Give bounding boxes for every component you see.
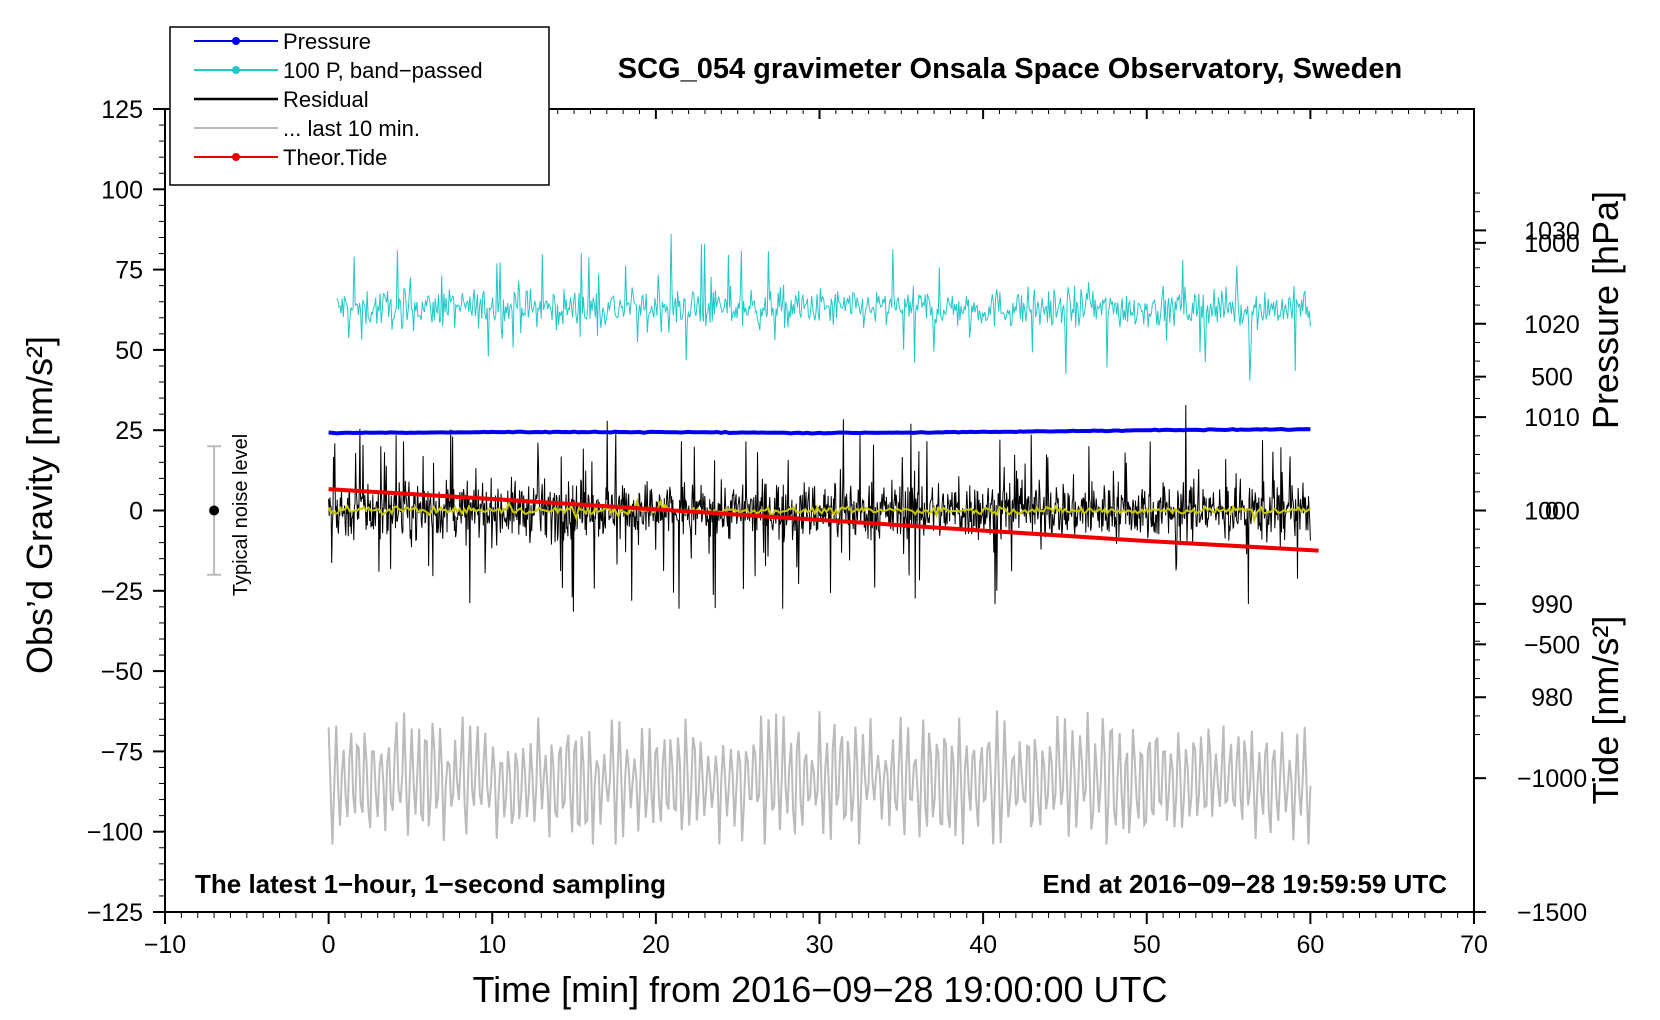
tide-tick-label: 1000 bbox=[1524, 230, 1580, 258]
x-tick-label: 20 bbox=[642, 931, 670, 959]
x-tick-label: 10 bbox=[478, 931, 506, 959]
legend-label: 100 P, band−passed bbox=[283, 58, 483, 83]
tide-tick-label: −1000 bbox=[1517, 765, 1587, 793]
x-tick-label: 50 bbox=[1133, 931, 1161, 959]
pressure-tick-label: 980 bbox=[1531, 684, 1573, 712]
legend-label: Residual bbox=[283, 87, 369, 112]
x-tick-label: 60 bbox=[1296, 931, 1324, 959]
pressure-tick-label: 990 bbox=[1531, 591, 1573, 619]
y-axis-title-tide: Tide [nm/s²] bbox=[1585, 616, 1626, 805]
series-pressure-line bbox=[328, 426, 1311, 436]
legend-label: Pressure bbox=[283, 29, 371, 54]
y-tick-label: 125 bbox=[101, 96, 143, 124]
tide-tick-label: −500 bbox=[1524, 631, 1580, 659]
tide-tick-label: 0 bbox=[1545, 498, 1559, 526]
series-residual-smoothed-line bbox=[327, 497, 1312, 524]
axes: −10 0 10 20 30 40 50 60 701251007550250−25−50−75… bbox=[87, 96, 1587, 959]
x-axis-title: Time [min] from 2016−09−28 19:00:00 UTC bbox=[472, 969, 1167, 1010]
pressure-tick-label: 1000 bbox=[1524, 498, 1580, 526]
series-last-10-min-line bbox=[327, 710, 1312, 845]
chart-title: SCG_054 gravimeter Onsala Space Observat… bbox=[618, 53, 1402, 85]
tide-tick-label: −1500 bbox=[1517, 899, 1587, 927]
x-tick-label: 40 bbox=[969, 931, 997, 959]
y-tick-label: −25 bbox=[101, 578, 143, 606]
pressure-tick-label: 1010 bbox=[1524, 404, 1580, 432]
annotation-end-time: End at 2016−09−28 19:59:59 UTC bbox=[1042, 869, 1447, 899]
pressure-tick-label: 1020 bbox=[1524, 311, 1580, 339]
legend-swatch-marker bbox=[232, 66, 240, 74]
y-tick-label: 100 bbox=[101, 176, 143, 204]
x-tick-label: −10 bbox=[144, 931, 186, 959]
y-axis-title-pressure: Pressure [hPa] bbox=[1585, 191, 1626, 429]
x-tick-label: 0 bbox=[322, 931, 336, 959]
legend-swatch-marker bbox=[232, 153, 240, 161]
y-tick-label: 0 bbox=[129, 498, 143, 526]
y-tick-label: 50 bbox=[115, 337, 143, 365]
plot-area bbox=[207, 233, 1319, 845]
y-tick-label: 75 bbox=[115, 257, 143, 285]
noise-level-label: Typical noise level bbox=[230, 434, 252, 596]
x-tick-label: 70 bbox=[1460, 931, 1488, 959]
series-theoretical-tide-line bbox=[328, 487, 1319, 553]
legend-swatch-marker bbox=[232, 37, 240, 45]
pressure-tick-label: 1030 bbox=[1524, 217, 1580, 245]
y-tick-label: −75 bbox=[101, 738, 143, 766]
tide-tick-label: 500 bbox=[1531, 364, 1573, 392]
legend-label: Theor.Tide bbox=[283, 145, 387, 170]
x-tick-label: 30 bbox=[806, 931, 834, 959]
legend-label: ... last 10 min. bbox=[283, 116, 420, 141]
y-axis-title-gravity: Obs’d Gravity [nm/s²] bbox=[19, 336, 60, 674]
y-tick-label: −100 bbox=[87, 819, 143, 847]
series-bandpassed-pressure-line bbox=[336, 233, 1311, 381]
y-tick-label: 25 bbox=[115, 417, 143, 445]
annotation-sampling: The latest 1−hour, 1−second sampling bbox=[195, 869, 666, 899]
noise-bar-point bbox=[209, 505, 220, 516]
legend: Pressure 100 P, band−passed Residual ... la… bbox=[169, 26, 550, 186]
y-tick-label: −50 bbox=[101, 658, 143, 686]
series-residual-line bbox=[328, 404, 1311, 612]
y-tick-label: −125 bbox=[87, 899, 143, 927]
